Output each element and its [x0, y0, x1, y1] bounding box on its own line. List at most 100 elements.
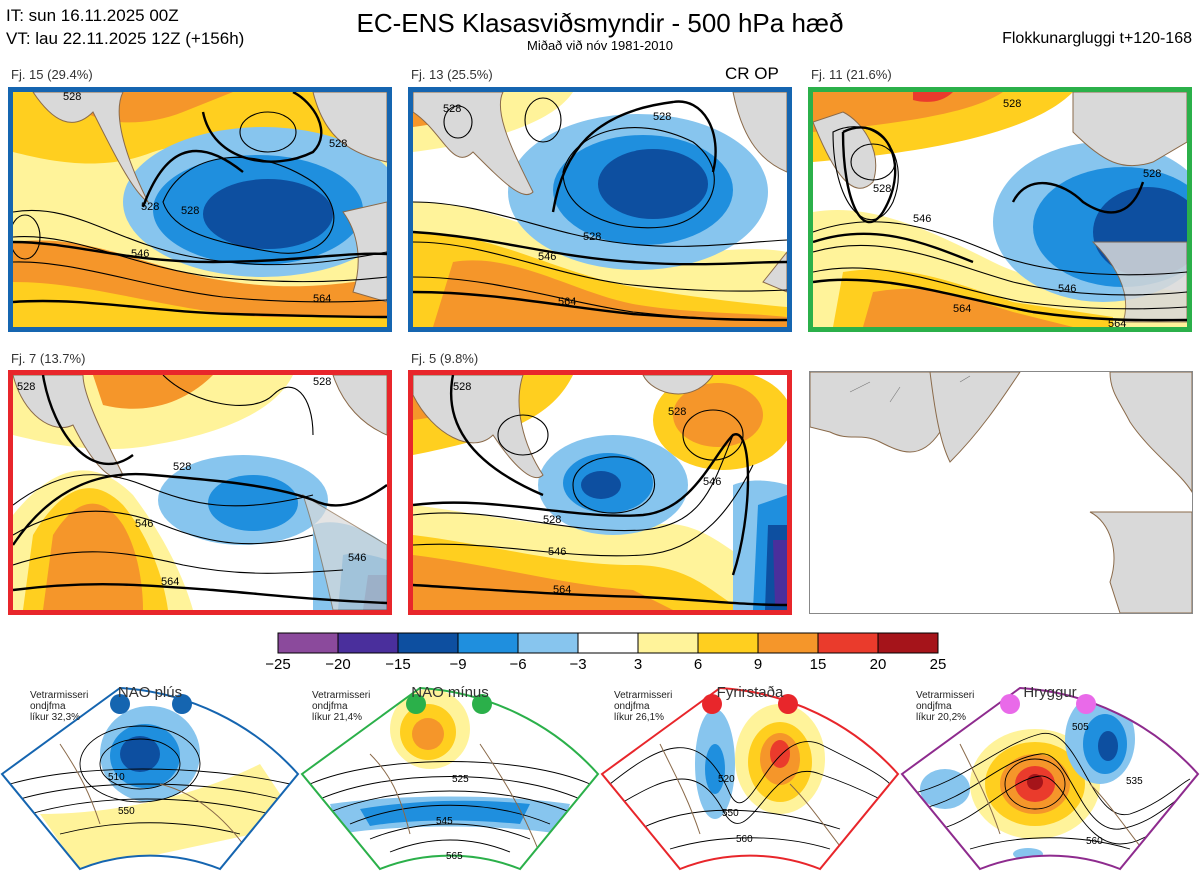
colorbar-tick-label: 25	[929, 656, 947, 673]
contour-label: 528	[453, 381, 471, 393]
colorbar-tick-label: −15	[385, 656, 411, 673]
cr-op-label: CR OP	[725, 64, 779, 83]
contour-label: 550	[118, 806, 135, 817]
contour-label: 564	[553, 584, 571, 596]
colorbar-tick-label: −6	[509, 656, 527, 673]
contour-label: 564	[953, 303, 971, 315]
reference-map	[809, 371, 1193, 614]
regime-nao-plus-map: 510 550	[0, 686, 300, 871]
initial-time: IT: sun 16.11.2025 00Z	[6, 6, 179, 25]
regime-ridge-map: 505 535 560	[900, 686, 1200, 871]
contour-label: 528	[668, 406, 686, 418]
regime-ridge: 505 535 560 Hryggur Vetrarmisseri ondjfma…	[900, 684, 1200, 871]
page-subtitle: Miðað við nóv 1981-2010	[527, 38, 673, 53]
cluster-map-5-svg: 528 528 528 546 564 546	[413, 375, 787, 610]
colorbar-segment	[397, 632, 459, 654]
colorbar-segment	[517, 632, 579, 654]
regime-blocking: 520 550 560 Fyrirstaða Vetrarmisseri ondj…	[600, 684, 900, 871]
contour-label: 546	[703, 476, 721, 488]
contour-label: 564	[1108, 318, 1126, 327]
contour-label: 546	[548, 546, 566, 558]
cluster-label-2: Fj. 13 (25.5%)	[411, 67, 493, 82]
contour-label: 528	[141, 201, 159, 213]
colorbar-segment	[577, 632, 639, 654]
contour-label: 528	[63, 92, 81, 103]
contour-label: 510	[108, 772, 125, 783]
contour-label: 535	[1126, 776, 1143, 787]
cluster-map-4-svg: 528 528 528 546 564 546	[13, 375, 387, 610]
regime-title: NAO plús	[117, 684, 183, 701]
contour-label: 564	[313, 293, 331, 305]
regime-note: Vetrarmisseri ondjfma líkur 26,1%	[614, 690, 673, 723]
page-title: EC-ENS Klasasviðsmyndir - 500 hPa hæð	[356, 8, 844, 38]
contour-label: 565	[446, 851, 463, 862]
regime-blocking-map: 520 550 560	[600, 686, 900, 871]
contour-label: 505	[1072, 722, 1089, 733]
contour-label: 550	[722, 808, 739, 819]
colorbar: −25 −20 −15 −9 −6 −3 3 6 9 15 20 25	[258, 632, 958, 680]
contour-label: 546	[538, 251, 556, 263]
contour-label: 546	[348, 552, 366, 564]
cluster-map-2-svg: 528 528 528 546 564	[413, 92, 787, 327]
colorbar-segment	[697, 632, 759, 654]
cluster-map-2: 528 528 528 546 564	[408, 87, 792, 332]
contour-label: 560	[1086, 836, 1103, 847]
regime-note: Vetrarmisseri ondjfma líkur 21,4%	[312, 690, 371, 723]
regime-title: Fyrirstaða	[716, 684, 784, 701]
regime-note: Vetrarmisseri ondjfma líkur 32,3%	[30, 690, 89, 723]
contour-label: 528	[543, 514, 561, 526]
contour-label: 546	[131, 248, 149, 260]
colorbar-tick-label: −9	[449, 656, 467, 673]
contour-label: 528	[1003, 98, 1021, 110]
contour-label: 528	[181, 205, 199, 217]
contour-label: 546	[913, 213, 931, 225]
contour-label: 546	[1058, 283, 1076, 295]
colorbar-tick-label: 6	[693, 656, 703, 673]
colorbar-segment	[757, 632, 819, 654]
contour-label: 564	[161, 576, 179, 588]
cluster-label-3: Fj. 11 (21.6%)	[811, 67, 892, 82]
contour-label: 525	[452, 774, 469, 785]
colorbar-tick-label: 15	[809, 656, 827, 673]
reference-map-svg	[810, 372, 1192, 613]
colorbar-tick-label: −20	[325, 656, 351, 673]
cluster-map-4: 528 528 528 546 564 546	[8, 370, 392, 615]
colorbar-tick-label: 3	[633, 656, 643, 673]
colorbar-tick-label: −25	[265, 656, 291, 673]
cluster-map-1-svg: 528 528 528 546 564 528	[13, 92, 387, 327]
colorbar-tick-label: −3	[569, 656, 587, 673]
cluster-label-4: Fj. 7 (13.7%)	[11, 351, 86, 366]
cluster-map-3-svg: 528 528 528 546 546 564 564	[813, 92, 1187, 327]
colorbar-segment	[877, 632, 939, 654]
contour-label: 545	[436, 816, 453, 827]
colorbar-segment	[337, 632, 399, 654]
contour-label: 560	[736, 834, 753, 845]
contour-label: 528	[329, 138, 347, 150]
cluster-map-3: 528 528 528 546 546 564 564	[808, 87, 1192, 332]
contour-label: 528	[313, 376, 331, 388]
valid-time: VT: lau 22.11.2025 12Z (+156h)	[6, 29, 245, 48]
window-label: Flokkunargluggi t+120-168	[1002, 30, 1192, 47]
cluster-label-5: Fj. 5 (9.8%)	[411, 351, 479, 366]
cluster-map-1: 528 528 528 546 564 528	[8, 87, 392, 332]
contour-label: 528	[173, 461, 191, 473]
colorbar-tick-label: 9	[753, 656, 763, 673]
contour-label: 546	[135, 518, 153, 530]
contour-label: 528	[17, 381, 35, 393]
cluster-label-1: Fj. 15 (29.4%)	[11, 67, 93, 82]
header-info: IT: sun 16.11.2025 00Z VT: lau 22.11.202…	[6, 4, 244, 50]
cluster-map-5: 528 528 528 546 564 546	[408, 370, 792, 615]
contour-label: 564	[558, 296, 576, 308]
contour-label: 528	[653, 111, 671, 123]
colorbar-tick-label: 20	[869, 656, 887, 673]
colorbar-segment	[817, 632, 879, 654]
contour-label: 520	[718, 774, 735, 785]
regime-title: NAO mínus	[411, 684, 489, 701]
colorbar-svg	[277, 632, 939, 654]
regime-nao-minus: 525 545 565 NAO mínus Vetrarmisseri ondjf…	[300, 684, 600, 871]
contour-label: 528	[443, 103, 461, 115]
regime-nao-minus-map: 525 545 565	[300, 686, 600, 871]
regime-title: Hryggur	[1023, 684, 1077, 701]
contour-label: 528	[583, 231, 601, 243]
contour-label: 528	[873, 183, 891, 195]
